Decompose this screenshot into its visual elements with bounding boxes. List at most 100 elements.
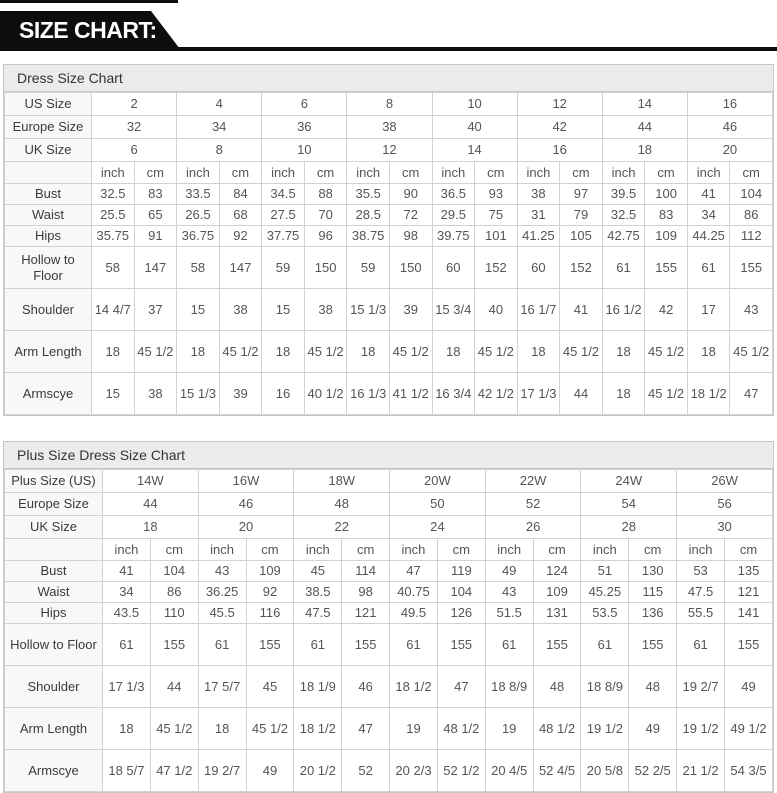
unit-cell: inch xyxy=(261,161,305,184)
unit-cell: cm xyxy=(628,538,678,561)
measure-value-cell: 18 xyxy=(261,330,305,373)
measure-value-cell: 155 xyxy=(723,623,774,666)
measure-value-cell: 19 xyxy=(484,707,534,750)
measure-value-cell: 44.25 xyxy=(686,225,731,247)
measure-value-cell: 49 xyxy=(245,749,295,792)
measure-value-cell: 41 xyxy=(102,560,151,582)
measure-value-cell: 38 xyxy=(303,288,348,331)
unit-cell: cm xyxy=(559,161,603,184)
unit-cell: inch xyxy=(176,161,220,184)
measure-value-cell: 15 3/4 xyxy=(431,288,476,331)
measure-value-cell: 34 xyxy=(102,581,151,603)
measure-value-cell: 16 1/7 xyxy=(516,288,561,331)
measure-value-cell: 45 1/2 xyxy=(388,330,433,373)
measure-value-cell: 19 1/2 xyxy=(580,707,630,750)
row-label: Arm Length xyxy=(4,330,92,373)
measure-value-cell: 115 xyxy=(628,581,678,603)
size-value-cell: 24W xyxy=(580,469,678,493)
row-label xyxy=(4,161,92,184)
measure-value-cell: 18 xyxy=(176,330,220,373)
measure-value-cell: 15 xyxy=(91,372,135,415)
plus-size-chart-section: Plus Size Dress Size Chart Plus Size (US… xyxy=(3,441,774,793)
table-row: UK Size 18 20 22 24 26 28 30 xyxy=(4,515,773,539)
row-label: Shoulder xyxy=(4,288,92,331)
measure-value-cell: 141 xyxy=(723,602,774,624)
size-value-cell: 46 xyxy=(686,115,774,139)
measure-value-cell: 17 1/3 xyxy=(102,665,151,708)
measure-value-cell: 15 1/3 xyxy=(176,372,220,415)
measure-value-cell: 35.5 xyxy=(346,183,390,205)
measure-value-cell: 136 xyxy=(628,602,678,624)
measure-value-cell: 21 1/2 xyxy=(676,749,725,792)
measure-value-cell: 41 xyxy=(686,183,731,205)
measure-value-cell: 155 xyxy=(729,246,773,289)
measure-value-cell: 43.5 xyxy=(102,602,151,624)
measure-value-cell: 72 xyxy=(388,204,433,226)
table-row: Europe Size 44 46 48 50 52 54 56 xyxy=(4,492,773,516)
measure-value-cell: 105 xyxy=(559,225,603,247)
measure-value-cell: 14 4/7 xyxy=(91,288,135,331)
measure-value-cell: 31 xyxy=(516,204,561,226)
measure-value-cell: 49 xyxy=(628,707,678,750)
measure-value-cell: 98 xyxy=(341,581,391,603)
measure-value-cell: 27.5 xyxy=(261,204,305,226)
measure-value-cell: 45 1/2 xyxy=(245,707,295,750)
size-value-cell: 54 xyxy=(580,492,678,516)
measure-value-cell: 39 xyxy=(388,288,433,331)
row-label: Plus Size (US) xyxy=(4,469,103,493)
measure-value-cell: 131 xyxy=(532,602,582,624)
measure-value-cell: 19 2/7 xyxy=(676,665,725,708)
measure-value-cell: 155 xyxy=(341,623,391,666)
size-value-cell: 14W xyxy=(102,469,199,493)
size-value-cell: 22 xyxy=(293,515,391,539)
size-value-cell: 18 xyxy=(601,138,688,162)
measure-value-cell: 59 xyxy=(346,246,390,289)
plus-size-chart-table-holder: Plus Size (US) 14W 16W 18W 20W 22W 24W 26W Europ… xyxy=(4,469,774,792)
measure-value-cell: 61 xyxy=(389,623,438,666)
measure-value-cell: 49.5 xyxy=(389,602,438,624)
measure-value-cell: 18 1/2 xyxy=(293,707,343,750)
measure-value-cell: 16 3/4 xyxy=(431,372,476,415)
size-chart-banner: SIZE CHART: xyxy=(0,11,180,49)
table-row: Plus Size (US) 14W 16W 18W 20W 22W 24W 26W xyxy=(4,469,773,493)
measure-value-cell: 18 8/9 xyxy=(484,665,534,708)
page-header: SIZE CHART: xyxy=(0,0,777,64)
size-value-cell: 34 xyxy=(176,115,263,139)
measure-value-cell: 58 xyxy=(176,246,220,289)
size-value-cell: 28 xyxy=(580,515,678,539)
measure-value-cell: 112 xyxy=(729,225,773,247)
measure-value-cell: 20 5/8 xyxy=(580,749,630,792)
unit-cell: cm xyxy=(532,538,582,561)
row-label: Europe Size xyxy=(4,115,92,139)
dress-size-chart-table-holder: US Size 2 4 6 8 10 12 14 16 Europe Size 32 34 36 38 40… xyxy=(4,92,774,415)
measure-value-cell: 17 1/3 xyxy=(516,372,561,415)
measure-value-cell: 53.5 xyxy=(580,602,630,624)
measure-value-cell: 45 1/2 xyxy=(729,330,773,373)
size-value-cell: 52 xyxy=(484,492,582,516)
unit-cell: inch xyxy=(102,538,151,561)
measure-value-cell: 68 xyxy=(218,204,263,226)
row-label: UK Size xyxy=(4,515,103,539)
measure-value-cell: 83 xyxy=(133,183,178,205)
table-row: Arm Length 18 45 1/2 18 45 1/2 18 1/2 47 19 48 1… xyxy=(4,707,774,750)
table-row: Armscye 18 5/7 47 1/2 19 2/7 49 20 1/2 52 20 2/… xyxy=(4,749,774,792)
measure-value-cell: 38.75 xyxy=(346,225,390,247)
unit-cell: cm xyxy=(133,161,178,184)
measure-value-cell: 61 xyxy=(484,623,534,666)
measure-value-cell: 20 4/5 xyxy=(484,749,534,792)
measure-value-cell: 147 xyxy=(218,246,263,289)
size-value-cell: 32 xyxy=(90,115,178,139)
size-value-cell: 16W xyxy=(197,469,295,493)
measure-value-cell: 44 xyxy=(149,665,199,708)
measure-value-cell: 19 2/7 xyxy=(197,749,247,792)
size-value-cell: 14 xyxy=(431,138,518,162)
unit-cell: inch xyxy=(197,538,247,561)
measure-value-cell: 45 1/2 xyxy=(133,330,178,373)
size-value-cell: 10 xyxy=(261,138,348,162)
banner-underline xyxy=(0,47,777,51)
measure-value-cell: 155 xyxy=(644,246,688,289)
measure-value-cell: 38 xyxy=(133,372,178,415)
measure-value-cell: 60 xyxy=(431,246,476,289)
row-label xyxy=(4,538,103,561)
table-row: Bust 41 104 43 109 45 114 47 119 49 124 51 130 53 135 xyxy=(4,560,774,582)
